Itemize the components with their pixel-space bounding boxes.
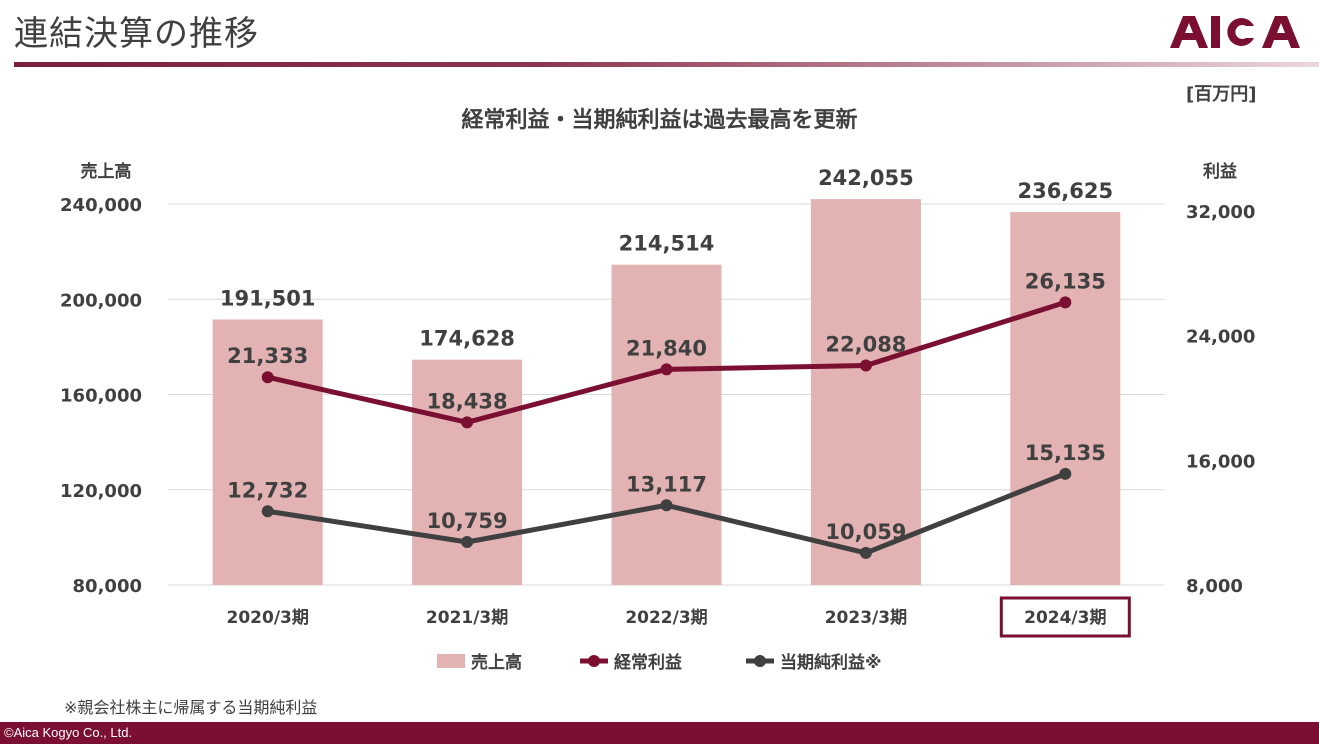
net-profit-label: 10,759 <box>427 509 508 533</box>
bar-value-label: 242,055 <box>818 166 914 190</box>
legend-label-sales: 売上高 <box>471 652 522 673</box>
ordinary-profit-label: 18,438 <box>427 389 508 413</box>
ordinary-profit-label: 22,088 <box>825 332 906 356</box>
page-title: 連結決算の推移 <box>14 14 259 54</box>
legend-marker-net-profit <box>754 655 766 667</box>
ordinary-profit-label: 26,135 <box>1025 269 1106 293</box>
bar-value-label: 191,501 <box>220 286 316 310</box>
net-profit-label: 12,732 <box>227 478 308 502</box>
ordinary-profit-label: 21,333 <box>227 344 308 368</box>
chart-title: 経常利益・当期純利益は過去最高を更新 <box>461 108 858 133</box>
y-right-tick-label: 8,000 <box>1186 576 1243 597</box>
y-left-tick-label: 200,000 <box>60 290 142 311</box>
legend-label-net-profit: 当期純利益※ <box>780 652 882 673</box>
legend-marker-ordinary-profit <box>588 655 600 667</box>
x-tick-label: 2022/3期 <box>625 608 707 628</box>
y-right-tick-label: 16,000 <box>1186 451 1255 472</box>
y-left-tick-label: 120,000 <box>60 481 142 502</box>
net-profit-point <box>461 536 474 549</box>
ordinary-profit-point <box>859 359 872 372</box>
ordinary-profit-point <box>261 371 274 384</box>
bar-value-label: 214,514 <box>619 232 715 256</box>
net-profit-point <box>859 546 872 559</box>
x-tick-label: 2024/3期 <box>1024 608 1106 628</box>
net-profit-point <box>261 505 274 518</box>
net-profit-label: 15,135 <box>1025 441 1106 465</box>
net-profit-point <box>1059 467 1072 480</box>
y-right-tick-label: 24,000 <box>1186 327 1255 348</box>
copyright: ©Aica Kogyo Co., Ltd. <box>4 725 133 740</box>
legend-label-ordinary-profit: 経常利益 <box>614 652 682 673</box>
ordinary-profit-point <box>1059 296 1072 309</box>
net-profit-point <box>660 499 673 512</box>
bar <box>611 264 722 585</box>
bar <box>810 199 921 585</box>
bar <box>1010 212 1121 585</box>
unit-label: [百万円] <box>1186 84 1257 105</box>
legend-swatch-sales <box>437 654 465 668</box>
combo-chart: 80,000 120,000 160,000 200,000 240,000 8,000 1… <box>60 161 1255 673</box>
x-tick-label: 2020/3期 <box>227 608 309 628</box>
y-left-tick-label: 240,000 <box>60 195 142 216</box>
footer-bar: ©Aica Kogyo Co., Ltd. <box>0 722 1319 744</box>
ordinary-profit-label: 21,840 <box>626 336 707 360</box>
net-profit-label: 13,117 <box>626 472 707 496</box>
bar-value-label: 236,625 <box>1017 179 1113 203</box>
y-left-tick-label: 80,000 <box>73 576 142 597</box>
y-left-tick-label: 160,000 <box>60 386 142 407</box>
y-right-tick-label: 32,000 <box>1186 202 1255 223</box>
net-profit-label: 10,059 <box>825 520 906 544</box>
aica-logo <box>1170 16 1300 48</box>
x-tick-label: 2023/3期 <box>825 608 907 628</box>
highlight-box <box>999 596 1131 638</box>
ordinary-profit-point <box>461 416 474 429</box>
x-tick-label: 2021/3期 <box>426 608 508 628</box>
bar-value-label: 174,628 <box>419 327 515 351</box>
ordinary-profit-point <box>660 363 673 376</box>
title-divider <box>14 62 1319 67</box>
bar <box>212 319 323 585</box>
footnote: ※親会社株主に帰属する当期純利益 <box>64 698 318 717</box>
y-left-axis-title: 売上高 <box>81 161 132 182</box>
y-right-axis-title: 利益 <box>1203 161 1237 182</box>
